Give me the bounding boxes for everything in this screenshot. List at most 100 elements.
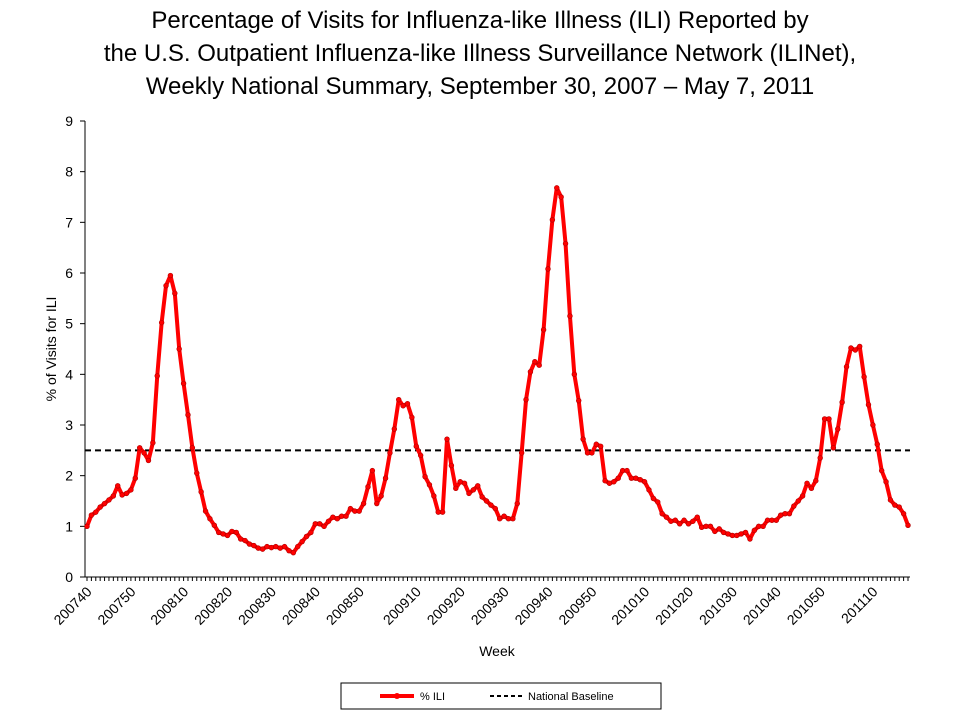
- data-point: [641, 479, 648, 485]
- data-point: [97, 504, 103, 510]
- data-point: [475, 483, 481, 489]
- y-tick-label: 1: [65, 518, 73, 534]
- data-point: [764, 517, 771, 523]
- y-tick-label: 2: [65, 468, 73, 484]
- data-point: [725, 531, 731, 537]
- data-point: [176, 346, 182, 352]
- data-point: [536, 362, 542, 368]
- data-point: [496, 516, 503, 522]
- data-point: [878, 467, 885, 474]
- data-point: [839, 399, 845, 405]
- data-point: [852, 347, 859, 353]
- data-point: [734, 532, 740, 539]
- data-point: [93, 509, 99, 515]
- x-tick-label: 200930: [468, 583, 512, 627]
- data-point: [470, 487, 477, 493]
- data-point: [259, 546, 266, 552]
- data-point: [896, 504, 902, 510]
- y-tick-label: 8: [65, 164, 73, 180]
- data-point: [668, 518, 674, 524]
- x-tick-label: 200850: [323, 583, 367, 627]
- data-point: [233, 529, 239, 536]
- data-point: [387, 450, 393, 456]
- data-point: [202, 508, 209, 514]
- data-point: [619, 467, 626, 474]
- data-point: [316, 521, 323, 527]
- x-tick-label: 201110: [838, 583, 881, 626]
- data-point: [290, 549, 297, 556]
- x-axis-label: Week: [479, 643, 516, 659]
- data-point: [479, 494, 485, 500]
- data-point: [84, 523, 90, 530]
- data-point: [448, 462, 455, 469]
- data-point: [716, 526, 722, 532]
- data-point: [237, 536, 244, 542]
- data-point: [220, 531, 226, 537]
- data-point: [707, 523, 714, 530]
- x-tick-label: 200750: [94, 583, 138, 627]
- data-point: [760, 523, 766, 530]
- x-tick-label: 200820: [191, 583, 235, 627]
- data-point: [540, 327, 547, 333]
- data-point: [576, 397, 582, 404]
- data-point: [813, 478, 819, 484]
- y-tick-label: 0: [65, 569, 73, 585]
- data-point: [115, 483, 121, 489]
- y-tick-label: 7: [65, 214, 73, 230]
- x-tick-label: 200840: [279, 583, 323, 627]
- data-point: [167, 272, 174, 279]
- data-point: [106, 497, 112, 503]
- data-point: [501, 513, 507, 519]
- data-point: [887, 497, 894, 503]
- data-point: [211, 522, 218, 529]
- data-point: [593, 441, 599, 447]
- data-point: [483, 498, 490, 504]
- data-point: [848, 345, 854, 351]
- data-point: [356, 508, 362, 514]
- data-point: [751, 527, 758, 534]
- data-point: [132, 475, 138, 481]
- data-point: [378, 493, 384, 499]
- data-point: [650, 495, 657, 502]
- data-point: [712, 528, 718, 535]
- data-point: [804, 480, 810, 486]
- y-tick-label: 5: [65, 316, 73, 332]
- x-tick-label: 201050: [784, 583, 828, 627]
- data-point: [488, 502, 494, 508]
- x-tick-label: 200810: [147, 583, 191, 627]
- data-point: [597, 443, 604, 449]
- x-tick-label: 201020: [652, 583, 696, 627]
- data-point: [400, 403, 406, 409]
- data-point: [795, 498, 801, 504]
- data-point: [663, 514, 670, 520]
- data-point: [457, 479, 463, 485]
- data-point: [229, 528, 235, 535]
- x-tick-label: 200950: [555, 583, 599, 627]
- x-tick-label: 201040: [740, 583, 784, 627]
- x-tick-label: 200740: [50, 583, 94, 627]
- data-point: [158, 319, 165, 326]
- data-point: [343, 513, 349, 519]
- data-point: [690, 518, 696, 524]
- data-point: [264, 543, 270, 550]
- data-point: [655, 499, 661, 505]
- data-point: [549, 217, 556, 223]
- data-point: [277, 545, 283, 551]
- data-point: [554, 185, 560, 191]
- data-point: [453, 485, 459, 492]
- data-point: [672, 517, 679, 523]
- data-point: [308, 529, 314, 536]
- data-point: [545, 266, 551, 272]
- data-point: [286, 547, 292, 554]
- y-tick-label: 9: [65, 113, 73, 129]
- data-point: [681, 517, 687, 523]
- data-point: [216, 529, 222, 536]
- data-point: [409, 414, 415, 421]
- data-point: [523, 396, 529, 403]
- data-point: [312, 521, 318, 527]
- data-point: [698, 524, 705, 531]
- data-point: [255, 545, 261, 551]
- data-point: [900, 510, 907, 517]
- data-point: [615, 475, 621, 481]
- data-point: [321, 523, 327, 530]
